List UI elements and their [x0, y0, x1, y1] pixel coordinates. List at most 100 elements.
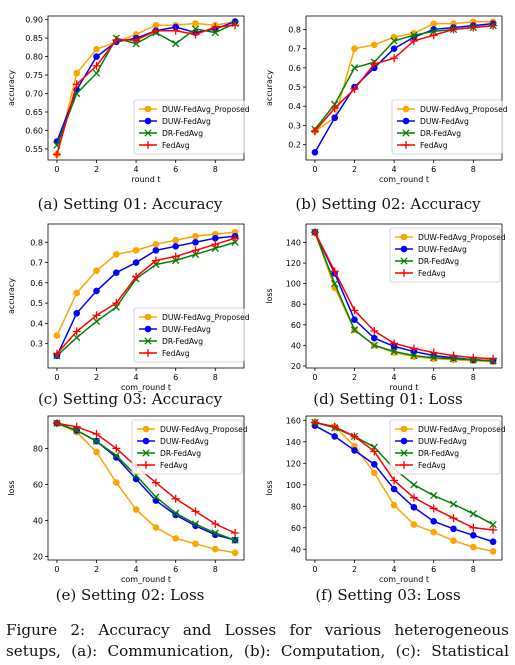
data-point	[231, 238, 239, 246]
data-point	[429, 348, 438, 357]
y-tick-label: 120	[286, 259, 301, 268]
data-point	[231, 234, 240, 243]
x-tick-label: 0	[54, 165, 59, 174]
chart-setting03-accuracy: 0 2 4 6 8 0.3 0.4 0.5 0.6 0.7 0.8 com_round t accura…	[4, 220, 254, 400]
data-point	[371, 461, 378, 468]
data-point	[152, 524, 160, 531]
legend-marker	[400, 449, 408, 457]
series-line	[56, 24, 236, 155]
data-point	[390, 54, 399, 63]
legend-marker	[400, 233, 408, 241]
data-point	[152, 240, 160, 248]
data-point	[310, 418, 319, 427]
data-point	[132, 259, 140, 266]
data-point	[211, 23, 220, 32]
data-point	[469, 531, 477, 539]
caption-word: Accuracy	[98, 621, 170, 639]
data-point	[192, 238, 199, 246]
y-tick-label: 40	[33, 516, 43, 525]
data-point	[172, 256, 180, 265]
x-tick-label: 2	[352, 165, 357, 174]
data-point	[410, 351, 418, 360]
figure-caption-line-2: setups, (a): Communication, (b): Computa…	[6, 641, 509, 662]
data-point	[191, 30, 200, 39]
axes-frame	[47, 223, 245, 369]
legend-marker	[144, 129, 152, 137]
data-point	[330, 104, 339, 113]
y-tick-label: 0.6	[288, 64, 301, 73]
y-tick-label: 0.2	[288, 141, 301, 150]
legend-label: DUW-FedAvg_Proposed	[418, 233, 506, 242]
data-point	[151, 256, 160, 265]
data-point	[211, 244, 219, 252]
legend-marker	[400, 257, 408, 265]
data-point	[211, 234, 219, 242]
data-point	[429, 31, 438, 40]
data-point	[152, 247, 160, 254]
data-point	[171, 252, 180, 261]
data-point	[351, 45, 358, 52]
y-tick-label: 0.80	[25, 53, 43, 62]
legend-label: FedAvg	[418, 461, 446, 470]
data-point	[171, 494, 180, 503]
data-point	[52, 419, 61, 428]
data-point	[211, 545, 219, 553]
subfigure-caption-f: (f) Setting 03: Loss	[315, 586, 461, 604]
legend-marker	[402, 117, 410, 125]
subfigure-caption-b: (b) Setting 02: Accuracy	[295, 195, 481, 213]
caption-word: (c):	[395, 642, 422, 660]
data-point	[151, 478, 160, 487]
caption-word: (b):	[243, 642, 271, 660]
caption-word: various	[324, 621, 382, 639]
data-point	[450, 537, 457, 544]
legend-marker	[144, 105, 152, 113]
data-point	[92, 430, 101, 438]
legend-box	[391, 99, 503, 155]
y-tick-label: 0.75	[25, 71, 43, 80]
x-tick-label: 0	[312, 565, 317, 574]
data-point	[192, 20, 199, 27]
y-tick-label: 0.65	[25, 108, 43, 117]
y-axis-label: loss	[265, 480, 274, 495]
series-line	[314, 421, 494, 531]
data-point	[429, 504, 438, 513]
x-tick-label: 2	[352, 565, 357, 574]
data-point	[489, 538, 497, 546]
data-point	[132, 272, 141, 281]
data-point	[330, 422, 339, 431]
legend-marker	[144, 141, 152, 149]
data-point	[52, 150, 61, 159]
axes-frame	[47, 15, 245, 161]
x-axis-label: com_round t	[379, 175, 429, 184]
data-point	[112, 451, 120, 460]
x-tick-label: 8	[471, 165, 476, 174]
legend-marker	[142, 437, 150, 445]
data-point	[469, 23, 478, 32]
y-tick-label: 0.55	[25, 145, 43, 154]
caption-word: and	[182, 621, 212, 639]
y-tick-label: 60	[33, 480, 43, 489]
caption-word: heterogeneous	[394, 621, 509, 639]
y-tick-label: 0.4	[30, 319, 43, 328]
data-point	[211, 529, 219, 537]
data-point	[93, 287, 100, 295]
data-point	[450, 525, 457, 533]
legend-label: DUW-FedAvg_Proposed	[162, 105, 250, 114]
data-point	[390, 347, 398, 356]
legend-label: FedAvg	[160, 461, 188, 470]
data-point	[370, 326, 379, 335]
legend-marker	[402, 141, 410, 149]
subfigure-caption-c: (c) Setting 03: Accuracy	[37, 390, 223, 408]
chart-svg: 0 2 4 6 8 0.55 0.60 0.65 0.70 0.75 0.80 0.85 0.90 rou…	[7, 15, 250, 184]
data-point	[113, 454, 120, 461]
y-tick-label: 0.70	[25, 90, 43, 99]
data-point	[192, 232, 199, 240]
x-tick-label: 6	[173, 565, 178, 574]
y-tick-label: 80	[33, 444, 43, 453]
x-tick-label: 2	[352, 373, 357, 382]
data-point	[92, 311, 101, 320]
data-point	[72, 327, 81, 336]
chart-setting02-accuracy: 0 2 4 6 8 0.2 0.3 0.4 0.5 0.6 0.7 0.8 com_round t acc…	[262, 12, 512, 192]
data-point	[430, 528, 437, 536]
legend-label: DUW-FedAvg_Proposed	[162, 313, 250, 322]
